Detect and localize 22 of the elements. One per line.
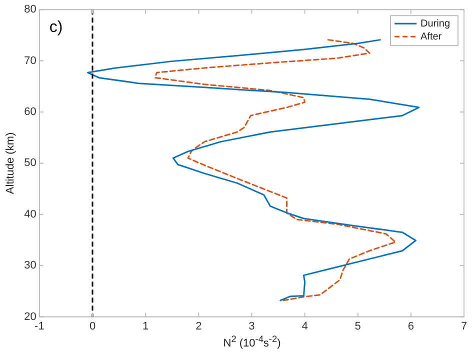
legend-label: After <box>420 31 442 42</box>
x-tick-label: 0 <box>89 320 96 332</box>
y-tick-label: 70 <box>24 54 36 67</box>
y-axis-title: Altitude (km) <box>4 132 17 194</box>
annotation: c) <box>49 19 63 36</box>
y-tick-label: 20 <box>24 310 36 323</box>
x-tick-label: 3 <box>248 320 255 332</box>
y-tick-label: 60 <box>24 106 36 118</box>
x-tick-label: 6 <box>408 320 414 332</box>
x-tick-label: 7 <box>460 320 468 332</box>
y-tick-label: 40 <box>24 208 36 220</box>
x-tick-label: 4 <box>302 320 308 332</box>
x-tick-label: 2 <box>196 320 202 332</box>
x-tick-label: -1 <box>34 320 44 332</box>
y-tick-label: 50 <box>24 157 36 170</box>
line-series <box>154 39 396 302</box>
x-axis-title: N$^{2}$ (10$^{-4}$s$^{-2}$) <box>222 334 282 350</box>
legend-label: During <box>420 18 450 30</box>
x-tick-label: 1 <box>142 320 149 332</box>
y-tick-label: 80 <box>24 4 36 16</box>
x-tick-label: 5 <box>354 320 361 332</box>
y-tick-label: 30 <box>24 260 36 272</box>
